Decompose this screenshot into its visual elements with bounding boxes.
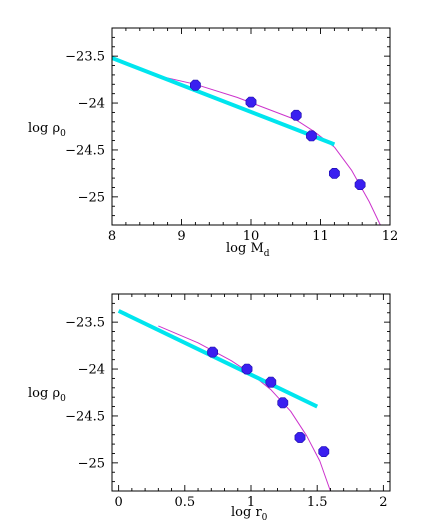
y-tick-label-1-1: −23.5: [65, 50, 105, 65]
data-layer-1: [112, 56, 381, 225]
y-tick-label-2-3: −24.5: [65, 409, 105, 424]
data-point-1-2: [245, 96, 257, 108]
data-point-2-4: [277, 397, 289, 409]
data-point-1-4: [306, 130, 317, 142]
x-tick-label-2-3: 1: [247, 495, 255, 510]
x-tick-label-2-1: 0: [114, 495, 122, 510]
x-tick-label-2-2: 0.5: [174, 495, 195, 510]
panel-top: 8 9 10 11 12 −23.5 −24 −24.5 −25 log ρ0 log Md: [28, 27, 398, 259]
x-tick-label-2-5: 2: [379, 495, 387, 510]
y-tick-label-1-3: −24.5: [65, 143, 105, 158]
data-layer-2: [117, 309, 331, 491]
panel-bottom: 0 0.5 1 1.5 2 −23.5 −24 −24.5 −25 log ρ0 log r0: [28, 293, 391, 523]
data-point-1-3: [290, 109, 302, 121]
y-axis-label-2: log ρ0: [28, 386, 66, 404]
data-point-2-2: [241, 363, 253, 375]
y-tick-label-1-4: −25: [78, 190, 105, 205]
data-point-2-6: [318, 446, 330, 458]
series-group-2: [117, 309, 331, 491]
x-tick-label-1-1: 8: [108, 229, 116, 244]
x-tick-label-1-4: 11: [312, 229, 329, 244]
model-curve-1: [150, 73, 381, 225]
data-point-1-1: [190, 79, 201, 91]
x-tick-label-1-2: 9: [177, 229, 185, 244]
x-axis-label-1: log Md: [226, 241, 270, 259]
fit-line-1: [112, 56, 336, 147]
x-tick-label-1-3: 10: [243, 229, 260, 244]
data-point-1-6: [354, 179, 366, 190]
y-tick-label-1-2: −24: [78, 97, 105, 112]
data-point-2-3: [265, 376, 277, 388]
x-axis-label-2: log r0: [231, 505, 268, 523]
x-tick-label-2-4: 1.5: [307, 495, 328, 510]
axes-layer-1: 8 9 10 11 12 −23.5 −24 −24.5 −25: [65, 28, 398, 244]
y-tick-label-2-1: −23.5: [65, 316, 105, 331]
fit-line-2: [117, 309, 319, 409]
y-axis-label-1: log ρ0: [28, 121, 66, 139]
model-curve-2: [158, 325, 331, 491]
y-tick-label-2-2: −24: [78, 363, 105, 378]
data-point-1-5: [328, 168, 340, 179]
plot-frame-2: [111, 293, 391, 492]
data-point-2-5: [294, 432, 306, 443]
data-point-2-1: [207, 346, 218, 358]
series-group-1: [112, 56, 381, 225]
y-tick-label-2-4: −25: [78, 456, 105, 471]
x-tick-label-1-5: 12: [382, 229, 399, 244]
axes-layer-2: 0 0.5 1 1.5 2 −23.5 −24 −24.5 −25: [65, 294, 390, 510]
plot-frame-1: [111, 27, 391, 226]
